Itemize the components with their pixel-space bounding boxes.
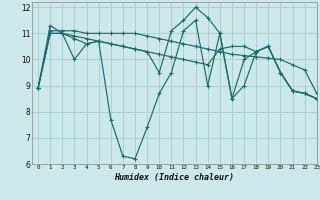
X-axis label: Humidex (Indice chaleur): Humidex (Indice chaleur) — [115, 173, 234, 182]
